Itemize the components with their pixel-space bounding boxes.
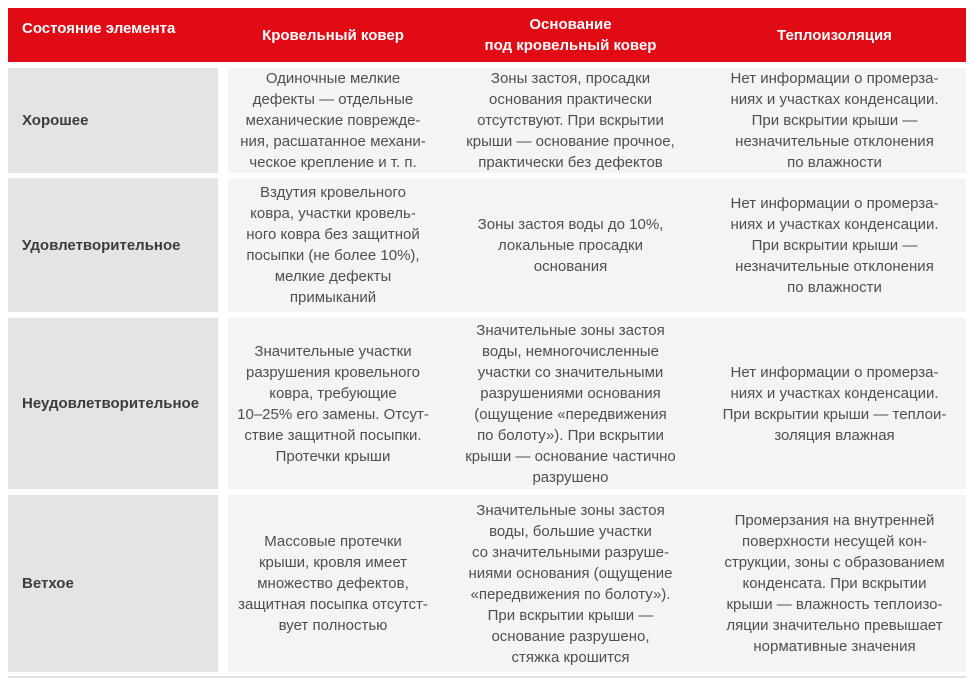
header-cell-state: Состояние элемента: [22, 20, 176, 37]
cell-base: Зоны застоя воды до 10%, локальные проса…: [438, 178, 703, 312]
cell-insulation: Нет информации о промерза- ниях и участк…: [703, 318, 966, 489]
row-gutter: [218, 318, 228, 489]
state-label: Неудовлетворительное: [8, 318, 218, 489]
table-row: Удовлетворительное Вздутия кровельного к…: [8, 178, 966, 312]
table-row: Неудовлетворительное Значительные участк…: [8, 318, 966, 489]
state-label: Ветхое: [8, 495, 218, 672]
state-label: Удовлетворительное: [8, 178, 218, 312]
header-cell-roof-cover: Кровельный ковер: [262, 26, 404, 44]
cell-base: Значительные зоны застоя воды, большие у…: [438, 495, 703, 672]
header-gutter: [218, 8, 228, 62]
cell-insulation: Нет информации о промерза- ниях и участк…: [703, 68, 966, 173]
cell-roof-cover: Массовые протечки крыши, кровля имеет мн…: [228, 495, 438, 672]
bottom-divider: [8, 676, 966, 678]
roof-condition-table: Состояние элемента Кровельный ковер Осно…: [8, 8, 966, 678]
cell-roof-cover: Значительные участки разрушения кровельн…: [228, 318, 438, 489]
cell-base: Зоны застоя, просадки основания практиче…: [438, 68, 703, 173]
row-gutter: [218, 495, 228, 672]
table-row: Хорошее Одиночные мелкие дефекты — отдел…: [8, 68, 966, 173]
state-label: Хорошее: [8, 68, 218, 173]
table-header-row: Состояние элемента Кровельный ковер Осно…: [8, 8, 966, 62]
header-cell-insulation: Теплоизоляция: [777, 26, 892, 44]
table-row: Ветхое Массовые протечки крыши, кровля и…: [8, 495, 966, 672]
cell-insulation: Промерзания на внутренней поверхности не…: [703, 495, 966, 672]
cell-roof-cover: Одиночные мелкие дефекты — отдельные мех…: [228, 68, 438, 173]
row-gutter: [218, 178, 228, 312]
row-gutter: [218, 68, 228, 173]
cell-roof-cover: Вздутия кровельного ковра, участки крове…: [228, 178, 438, 312]
cell-base: Значительные зоны застоя воды, немногочи…: [438, 318, 703, 489]
header-cell-base: Основание под кровельный ковер: [484, 16, 657, 54]
cell-insulation: Нет информации о промерза- ниях и участк…: [703, 178, 966, 312]
